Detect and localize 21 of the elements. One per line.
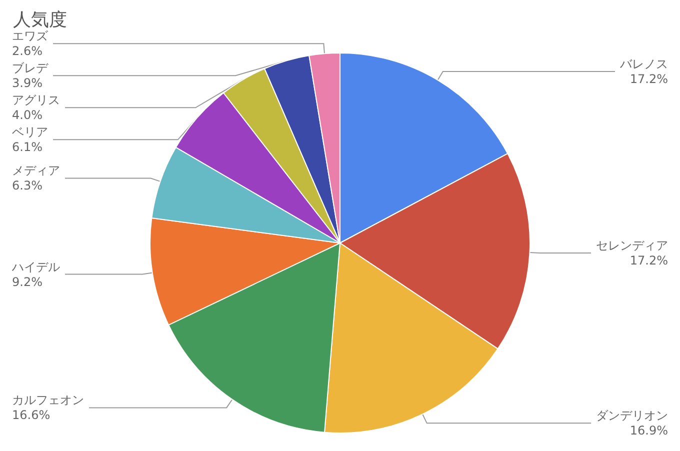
slice-label: ブレデ (12, 61, 49, 76)
slice-label: ベリア (12, 125, 48, 140)
chart-title: 人気度 (13, 10, 67, 30)
data-label: 6.3% (12, 178, 42, 193)
slice-label: ハイデル (11, 260, 60, 274)
slice-label: バレノス (619, 56, 668, 71)
slice-label: セレンディア (596, 238, 668, 253)
data-label: 6.1% (12, 140, 42, 154)
data-label: 9.2% (12, 274, 42, 289)
slice-label: カルフェオン (12, 393, 84, 408)
slice-label: メディア (12, 164, 60, 178)
data-label: 4.0% (12, 108, 42, 122)
data-label: 16.9% (630, 424, 668, 438)
slice-label: アグリス (12, 93, 60, 108)
data-label: 16.6% (12, 408, 50, 422)
slice-label: ダンデリオン (596, 408, 668, 423)
data-label: 17.2% (630, 72, 668, 86)
data-label: 17.2% (630, 254, 668, 268)
data-label: 2.6% (12, 44, 42, 58)
slice-label: エワズ (12, 29, 49, 44)
data-label: 3.9% (12, 76, 42, 90)
